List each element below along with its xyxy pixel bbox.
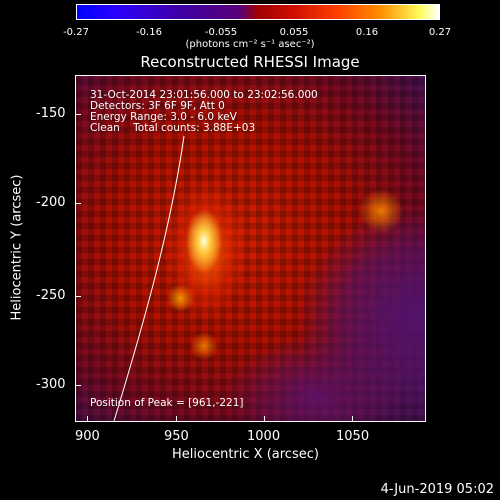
y-tick: -250	[36, 288, 66, 303]
colorbar-tick: 0.27	[428, 27, 452, 38]
info-detectors: Detectors: 3F 6F 9F, Att 0	[90, 100, 225, 112]
y-axis-label: Heliocentric Y (arcsec)	[9, 174, 25, 321]
x-tick: 1000	[247, 429, 281, 444]
x-tick: 900	[75, 429, 100, 444]
colorbar	[76, 4, 440, 20]
colorbar-tick: -0.055	[204, 27, 238, 38]
info-clean: Clean Total counts: 3.88E+03	[90, 122, 256, 134]
y-tick: -300	[36, 377, 66, 392]
info-energy: Energy Range: 3.0 - 6.0 keV	[90, 111, 237, 123]
plot-title: Reconstructed RHESSI Image	[140, 53, 360, 71]
colorbar-tick: -0.16	[136, 27, 162, 38]
colorbar-tick: 0.16	[355, 27, 379, 38]
limb-curve	[113, 135, 185, 421]
x-tick: 1050	[336, 429, 370, 444]
x-axis-label: Heliocentric X (arcsec)	[172, 447, 319, 462]
colorbar-units: (photons cm⁻² s⁻¹ asec⁻²)	[185, 39, 315, 50]
timestamp: 4-Jun-2019 05:02	[380, 482, 494, 497]
colorbar-tick: 0.055	[279, 27, 309, 38]
colorbar-tick: -0.27	[63, 27, 89, 38]
info-peak: Position of Peak = [961,-221]	[90, 397, 244, 409]
x-tick: 950	[164, 429, 189, 444]
rhessi-image: 31-Oct-2014 23:01:56.000 to 23:02:56.000…	[75, 75, 426, 422]
y-tick: -150	[36, 106, 66, 121]
y-tick: -200	[36, 195, 66, 210]
info-time: 31-Oct-2014 23:01:56.000 to 23:02:56.000	[90, 89, 318, 101]
